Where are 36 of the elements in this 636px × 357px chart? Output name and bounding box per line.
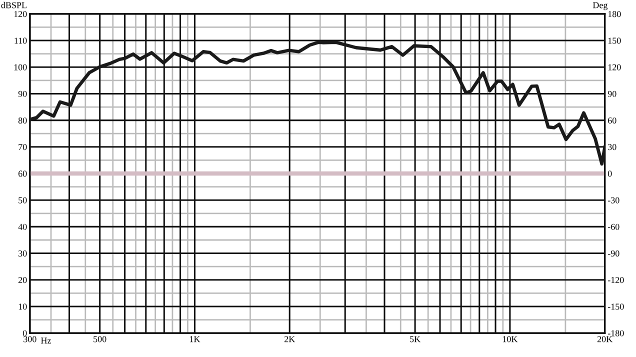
x-tick-label: 500 (94, 336, 106, 342)
y2-tick-label: 0 (608, 170, 612, 177)
y2-tick-label: 120 (608, 64, 621, 70)
x-tick-label: 20K (597, 336, 613, 342)
y-tick-label: 30 (18, 250, 27, 257)
y2-tick-label: -30 (608, 197, 620, 204)
y2-tick-label: 60 (608, 117, 616, 124)
y-tick-label: 120 (14, 11, 27, 18)
y-tick-label: 0 (22, 330, 27, 336)
y-tick-label: 80 (18, 117, 27, 124)
y2-tick-label: 30 (608, 144, 616, 150)
x-tick-label: 2K (284, 336, 296, 342)
y-tick-label: 50 (18, 197, 27, 204)
y2-tick-label: 150 (608, 38, 621, 44)
y2-tick-label: -180 (608, 330, 624, 336)
y2-tick-label: -60 (608, 224, 620, 230)
x-tick-label: 1K (190, 336, 200, 342)
y-axis-title: dBSPL (1, 2, 26, 8)
x-tick-label: 300 (24, 336, 36, 342)
y-tick-label: 20 (18, 277, 27, 284)
y2-tick-label: -150 (608, 304, 624, 310)
y2-axis-title: Deg (592, 2, 608, 10)
y2-tick-label: 90 (608, 90, 616, 97)
x-axis-title: Hz (40, 338, 52, 344)
y2-tick-label: 180 (608, 11, 621, 18)
y-tick-label: 100 (14, 64, 27, 70)
y-tick-label: 110 (14, 38, 27, 44)
y-tick-label: 10 (18, 304, 27, 310)
y-tick-label: 70 (18, 144, 27, 150)
y-tick-label: 60 (18, 170, 27, 177)
y-tick-label: 90 (18, 90, 27, 97)
y2-tick-label: -90 (608, 250, 620, 257)
x-tick-label: 5K (410, 336, 420, 342)
y2-tick-label: -120 (608, 277, 624, 284)
x-tick-label: 10K (502, 336, 518, 342)
y-tick-label: 40 (18, 224, 27, 230)
